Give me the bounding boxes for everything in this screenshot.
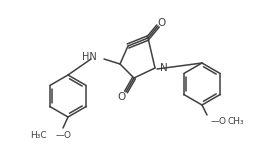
Text: N: N [160, 63, 168, 73]
Text: —O: —O [211, 117, 227, 125]
Text: O: O [158, 18, 166, 28]
Text: H₃C: H₃C [30, 131, 47, 141]
Text: HN: HN [82, 52, 97, 62]
Text: O: O [118, 92, 126, 102]
Text: CH₃: CH₃ [228, 117, 245, 125]
Text: —O: —O [56, 131, 72, 141]
